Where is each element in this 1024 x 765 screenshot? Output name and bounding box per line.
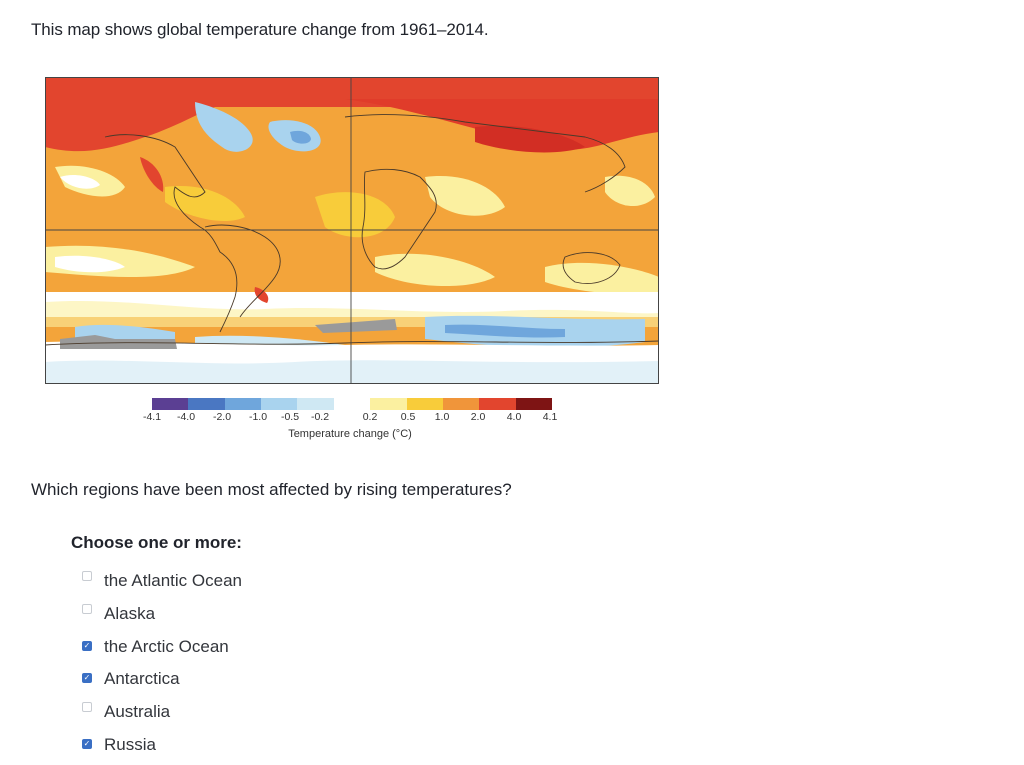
answer-options: the Atlantic Ocean Alaska ✓ the Arctic O… bbox=[82, 565, 482, 761]
checkbox-icon[interactable]: ✓ bbox=[82, 640, 92, 651]
legend-color-bar bbox=[152, 398, 552, 410]
legend-swatch bbox=[224, 398, 262, 410]
legend-swatch bbox=[370, 398, 407, 410]
legend-tick-label: 4.1 bbox=[542, 411, 558, 423]
legend-tick-label: -4.0 bbox=[176, 411, 196, 423]
option-label: Antarctica bbox=[104, 669, 180, 689]
choose-instructions: Choose one or more: bbox=[71, 533, 242, 552]
legend-tick-label: 1.0 bbox=[434, 411, 450, 423]
checkbox-icon[interactable]: ✓ bbox=[82, 673, 92, 684]
legend-tick-label: 4.0 bbox=[506, 411, 522, 423]
checkbox-icon[interactable] bbox=[82, 702, 92, 713]
option-alaska[interactable]: Alaska bbox=[82, 598, 482, 631]
map-legend: -4.1 -4.0 -2.0 -1.0 -0.5 -0.2 0.2 0.5 1.0 2.0 4.0 4… bbox=[130, 398, 570, 448]
legend-tick-label: 0.5 bbox=[400, 411, 416, 423]
legend-tick-label: -0.2 bbox=[310, 411, 330, 423]
legend-swatch bbox=[515, 398, 552, 410]
legend-ticks: -4.1 -4.0 -2.0 -1.0 -0.5 -0.2 0.2 0.5 1.0 2.0 4.0 4… bbox=[130, 411, 570, 425]
legend-swatch bbox=[188, 398, 225, 410]
option-australia[interactable]: Australia bbox=[82, 696, 482, 729]
option-label: Australia bbox=[104, 702, 171, 722]
checkbox-icon[interactable] bbox=[82, 604, 92, 615]
legend-swatch bbox=[333, 398, 371, 410]
legend-tick-label: -4.1 bbox=[142, 411, 162, 423]
option-label: the Arctic Ocean bbox=[104, 636, 229, 656]
question-text: Which regions have been most affected by… bbox=[31, 480, 512, 499]
checkbox-icon[interactable]: ✓ bbox=[82, 738, 92, 749]
option-label: Russia bbox=[104, 734, 156, 754]
option-label: the Atlantic Ocean bbox=[104, 571, 242, 591]
legend-tick-label: -2.0 bbox=[212, 411, 232, 423]
legend-swatch bbox=[442, 398, 480, 410]
legend-tick-label: 0.2 bbox=[362, 411, 378, 423]
intro-text: This map shows global temperature change… bbox=[31, 20, 489, 39]
option-antarctica[interactable]: ✓ Antarctica bbox=[82, 663, 482, 696]
legend-tick-label: -1.0 bbox=[248, 411, 268, 423]
option-russia[interactable]: ✓ Russia bbox=[82, 728, 482, 761]
option-atlantic-ocean[interactable]: the Atlantic Ocean bbox=[82, 565, 482, 598]
legend-swatch bbox=[479, 398, 516, 410]
temperature-map bbox=[45, 77, 659, 384]
option-arctic-ocean[interactable]: ✓ the Arctic Ocean bbox=[82, 630, 482, 663]
legend-swatch bbox=[406, 398, 443, 410]
checkbox-icon[interactable] bbox=[82, 571, 92, 582]
legend-tick-label: 2.0 bbox=[470, 411, 486, 423]
legend-title: Temperature change (°C) bbox=[288, 428, 412, 440]
world-map-image bbox=[45, 77, 659, 384]
legend-swatch bbox=[152, 398, 189, 410]
legend-swatch bbox=[261, 398, 298, 410]
legend-tick-label: -0.5 bbox=[280, 411, 300, 423]
legend-swatch bbox=[297, 398, 334, 410]
option-label: Alaska bbox=[104, 604, 156, 624]
